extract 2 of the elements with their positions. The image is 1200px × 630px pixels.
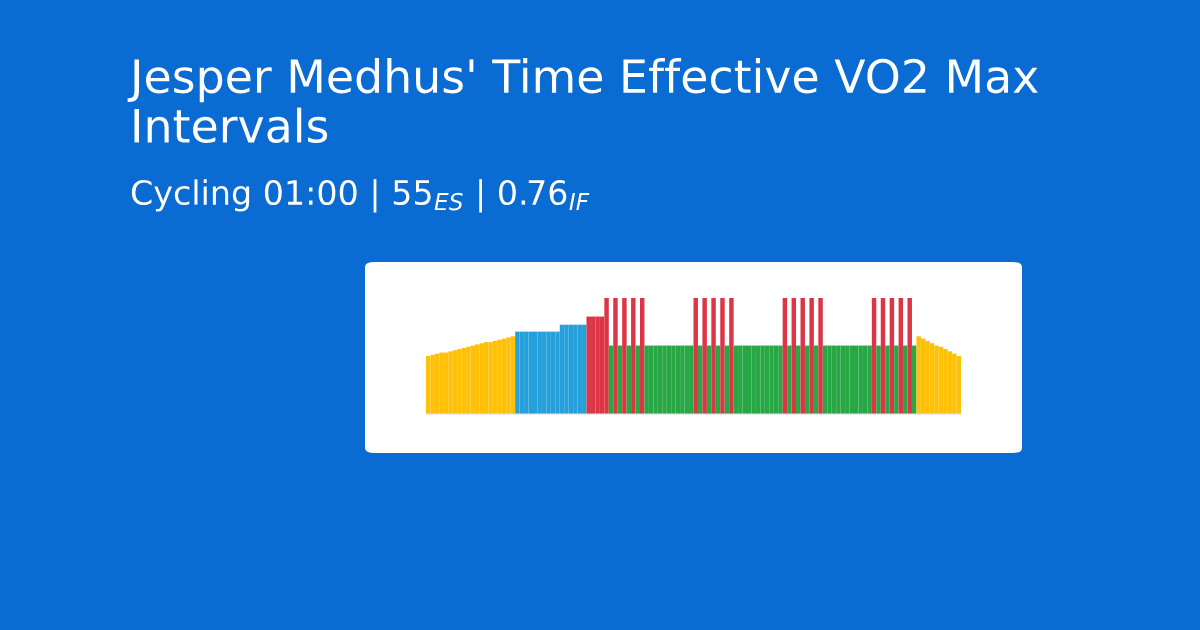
- chart-subtitle: Cycling 01:00 | 55$_{ES}$ | 0.76$_{IF}$: [131, 179, 590, 213]
- chart-title: Jesper Medhus' Time Effective VO2 Max Intervals: [127, 58, 1038, 144]
